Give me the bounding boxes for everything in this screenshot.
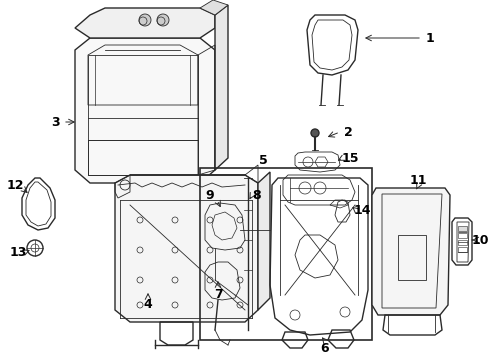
Text: 1: 1 [426,32,434,45]
Text: 13: 13 [9,246,26,258]
Text: 14: 14 [353,203,371,216]
Bar [458,233,467,238]
Text: 3: 3 [50,116,59,129]
Polygon shape [75,38,215,183]
Bar [398,235,426,280]
Text: 10: 10 [471,234,489,247]
Text: 8: 8 [253,189,261,202]
Text: 4: 4 [144,298,152,311]
Circle shape [139,14,151,26]
Polygon shape [258,172,270,310]
Polygon shape [75,8,215,38]
Text: 12: 12 [6,179,24,192]
Text: 2: 2 [343,126,352,139]
Polygon shape [115,175,258,322]
Circle shape [157,14,169,26]
Text: 6: 6 [320,342,329,355]
Text: 7: 7 [214,288,222,302]
Text: 15: 15 [341,152,359,165]
Polygon shape [200,0,228,15]
Bar [458,247,467,252]
Bar [200,168,372,340]
Bar [458,240,467,245]
Text: 9: 9 [206,189,214,202]
Bar [458,226,467,231]
Text: 5: 5 [259,153,268,166]
Polygon shape [372,188,450,315]
Text: 11: 11 [409,174,427,186]
Circle shape [311,129,319,137]
Polygon shape [215,5,228,170]
